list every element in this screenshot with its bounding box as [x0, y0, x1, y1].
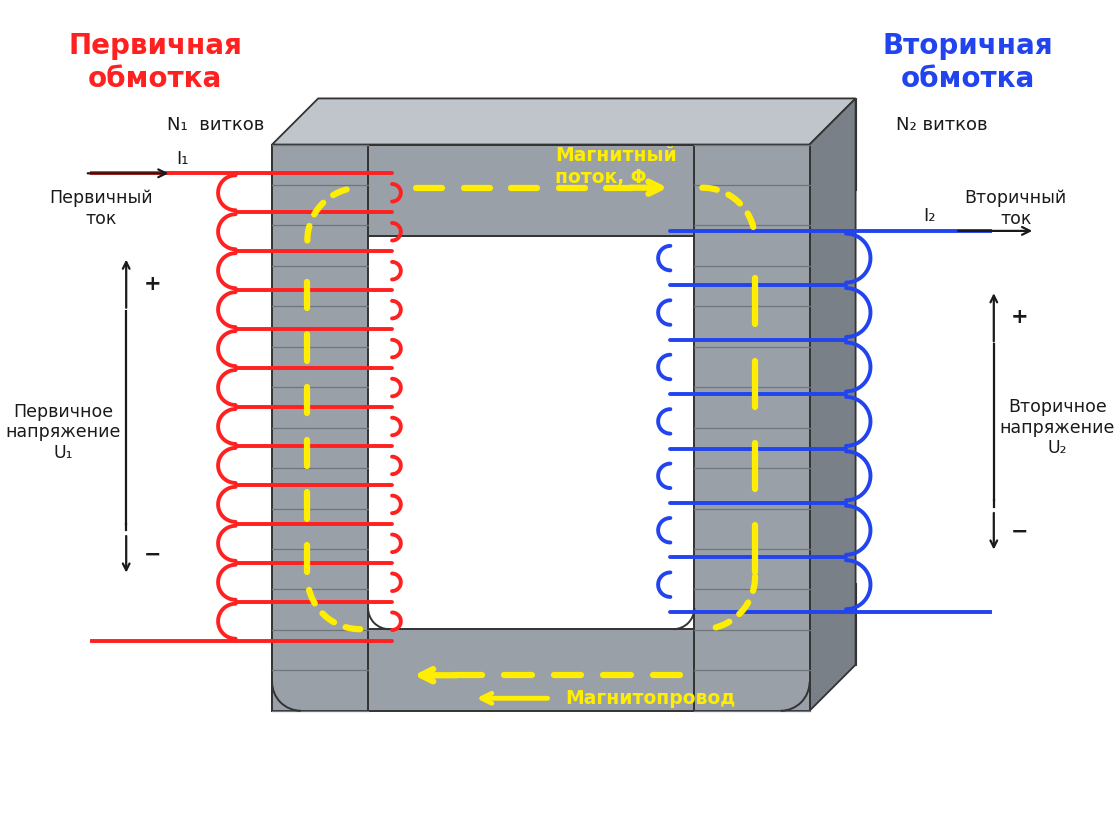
Polygon shape — [694, 189, 740, 629]
Text: +: + — [1011, 308, 1028, 328]
Polygon shape — [810, 98, 856, 711]
Text: N₂ витков: N₂ витков — [896, 116, 988, 134]
Text: I₁: I₁ — [176, 149, 188, 168]
Text: Первичный
ток: Первичный ток — [49, 189, 153, 228]
Text: Первичная
обмотка: Первичная обмотка — [68, 32, 242, 93]
Polygon shape — [318, 98, 856, 189]
Polygon shape — [694, 144, 810, 711]
Text: Вторичное
напряжение
U₂: Вторичное напряжение U₂ — [999, 398, 1114, 458]
Polygon shape — [272, 144, 810, 235]
Text: N₁  витков: N₁ витков — [167, 116, 264, 134]
Text: +: + — [143, 274, 161, 293]
Text: Вторичный
ток: Вторичный ток — [964, 189, 1067, 228]
Text: Магнитопровод: Магнитопровод — [564, 689, 735, 708]
Polygon shape — [272, 98, 856, 144]
Polygon shape — [272, 144, 368, 711]
Polygon shape — [272, 629, 810, 711]
Text: −: − — [143, 545, 161, 564]
Text: −: − — [1011, 521, 1028, 541]
Polygon shape — [368, 189, 740, 235]
Text: Вторичная
обмотка: Вторичная обмотка — [883, 32, 1053, 93]
Text: Первичное
напряжение
U₁: Первичное напряжение U₁ — [6, 402, 121, 463]
Text: Магнитный
поток, Φ: Магнитный поток, Φ — [556, 146, 676, 187]
Text: I₂: I₂ — [923, 207, 935, 225]
Polygon shape — [740, 583, 856, 665]
